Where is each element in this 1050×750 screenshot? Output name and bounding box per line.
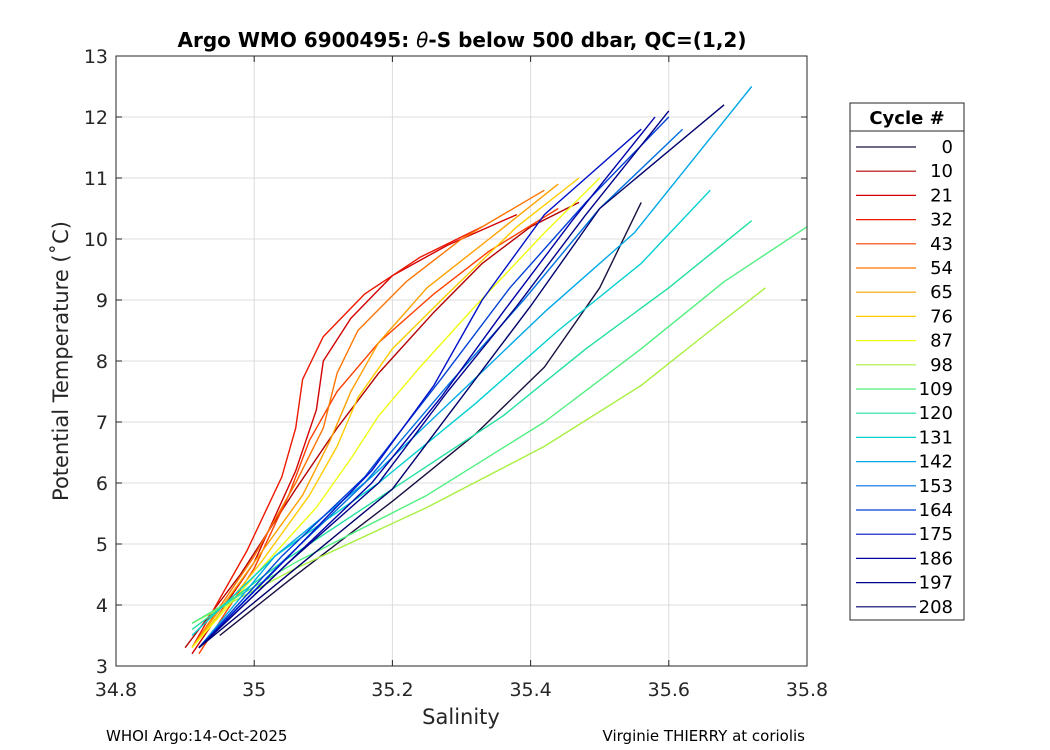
legend-label: 43 bbox=[930, 234, 953, 255]
legend-label: 120 bbox=[919, 403, 953, 424]
series-line-cycle-175 bbox=[198, 128, 642, 649]
y-tick-label: 8 bbox=[96, 351, 108, 373]
legend-label: 65 bbox=[930, 282, 953, 303]
series-group bbox=[184, 86, 808, 655]
series-line-cycle-208 bbox=[198, 104, 725, 649]
x-tick-label: 35.6 bbox=[648, 679, 690, 701]
y-tick-label: 9 bbox=[96, 290, 108, 312]
series-line-cycle-197 bbox=[198, 110, 670, 649]
footer-left: WHOI Argo:14-Oct-2025 bbox=[106, 727, 287, 745]
legend-label: 186 bbox=[919, 548, 953, 569]
chart-title: Argo WMO 6900495: θ-S below 500 dbar, QC… bbox=[178, 28, 747, 52]
y-tick-label: 11 bbox=[84, 168, 108, 190]
x-tick-label: 34.8 bbox=[95, 679, 137, 701]
legend-label: 164 bbox=[919, 500, 953, 521]
legend-label: 142 bbox=[919, 452, 953, 473]
series-line-cycle-43 bbox=[198, 207, 559, 655]
y-tick-label: 13 bbox=[84, 46, 108, 68]
legend-label: 76 bbox=[930, 306, 953, 327]
series-line-cycle-32 bbox=[191, 226, 483, 649]
legend-label: 87 bbox=[930, 331, 953, 352]
series-line-cycle-10 bbox=[184, 201, 580, 649]
ticks: 34.8 35 35.2 35.4 35.6 35.8 3 4 5 6 7 8 9 10 11 12 13 bbox=[84, 46, 828, 701]
legend: Cycle # 0 10 21 32 43 54 65 76 87 98 109 120 131 142 1… bbox=[849, 102, 965, 621]
legend-items: 0 10 21 32 43 54 65 76 87 98 109 120 131 142 153 164 175… bbox=[856, 137, 953, 618]
legend-label: 208 bbox=[919, 597, 953, 618]
legend-label: 21 bbox=[930, 185, 953, 206]
legend-label: 153 bbox=[919, 476, 953, 497]
series-line-cycle-65 bbox=[191, 183, 559, 649]
series-line-cycle-87 bbox=[191, 177, 601, 649]
x-axis-label: Salinity bbox=[422, 705, 500, 729]
y-tick-label: 10 bbox=[84, 229, 108, 251]
chart-title-suffix: -S below 500 dbar, QC=(1,2) bbox=[428, 28, 746, 52]
chart-title-symbol: θ bbox=[416, 28, 428, 52]
legend-label: 98 bbox=[930, 355, 953, 376]
y-tick-label: 4 bbox=[96, 595, 108, 617]
legend-label: 175 bbox=[919, 524, 953, 545]
series-line-cycle-109 bbox=[191, 226, 808, 624]
x-tick-label: 35.2 bbox=[371, 679, 413, 701]
y-tick-label: 12 bbox=[84, 107, 108, 129]
legend-label: 0 bbox=[942, 137, 953, 158]
y-tick-label: 6 bbox=[96, 473, 108, 495]
x-tick-label: 35.4 bbox=[509, 679, 551, 701]
y-tick-label: 7 bbox=[96, 412, 108, 434]
footer-right: Virginie THIERRY at coriolis bbox=[603, 727, 806, 745]
legend-label: 54 bbox=[930, 258, 953, 279]
series-line-cycle-54 bbox=[191, 189, 545, 649]
legend-label: 197 bbox=[919, 573, 953, 594]
y-axis-label: Potential Temperature (˚C) bbox=[49, 221, 73, 501]
chart-title-prefix: Argo WMO 6900495: bbox=[178, 28, 417, 52]
legend-label: 131 bbox=[919, 427, 953, 448]
legend-label: 32 bbox=[930, 210, 953, 231]
legend-label: 10 bbox=[930, 161, 953, 182]
x-tick-label: 35 bbox=[242, 679, 266, 701]
x-tick-label: 35.8 bbox=[786, 679, 828, 701]
y-tick-label: 3 bbox=[96, 656, 108, 678]
series-line-cycle-76 bbox=[191, 177, 580, 649]
legend-title: Cycle # bbox=[869, 108, 944, 129]
legend-label: 109 bbox=[919, 379, 953, 400]
series-line-cycle-142 bbox=[198, 86, 753, 649]
y-tick-label: 5 bbox=[96, 534, 108, 556]
